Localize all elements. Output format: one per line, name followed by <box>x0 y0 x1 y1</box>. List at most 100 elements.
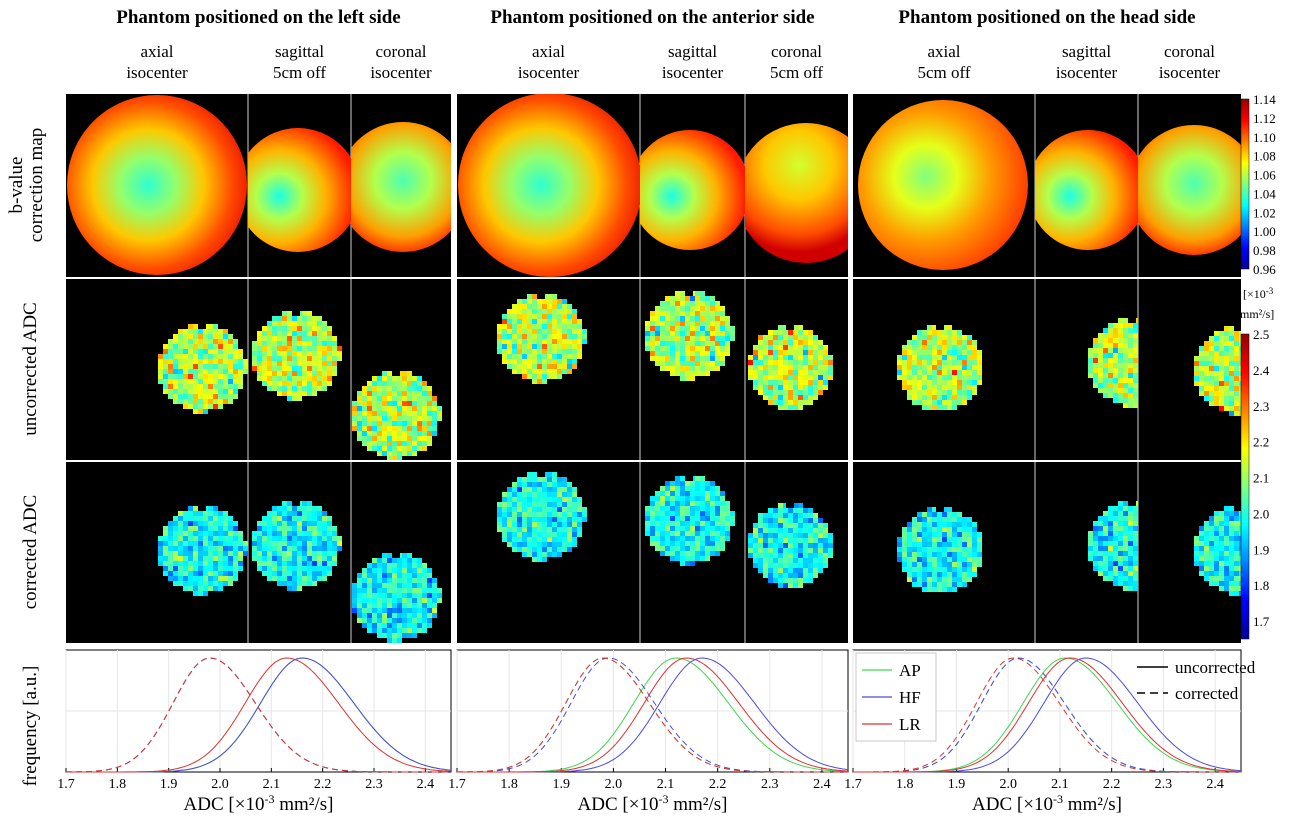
uncorrected-adc-map <box>1194 325 1241 416</box>
uncorrected-adc-map <box>897 324 982 410</box>
uncorrected-adc-map <box>252 310 342 401</box>
x-tick-label: 2.1 <box>1051 777 1069 792</box>
colorbar-tick-label: 0.96 <box>1253 262 1276 277</box>
colorbar-tick-label: 0.98 <box>1253 243 1276 258</box>
row-label-frequency: frequency [a.u.] <box>20 665 41 787</box>
view-plane-label: axial <box>140 42 174 61</box>
x-axis-label: ADC [×10-3 mm²/s] <box>578 792 728 815</box>
x-tick-label: 2.4 <box>1206 777 1224 792</box>
x-tick-label: 1.9 <box>948 777 966 792</box>
group-title-1: Phantom positioned on the left side <box>116 7 401 28</box>
view-plane-label: axial <box>531 42 566 61</box>
bvalue-correction-map <box>458 94 640 277</box>
legend: AP HF LR uncorrected corrected <box>855 652 1256 742</box>
view-position-label: isocenter <box>1055 63 1118 82</box>
colorbar-tick-label: 1.8 <box>1253 578 1269 593</box>
x-tick-label: 1.8 <box>109 777 127 792</box>
series-line-LR-uncorrected <box>457 657 849 773</box>
x-tick-label: 1.7 <box>844 777 862 792</box>
bvalue-correction-map <box>1035 130 1138 250</box>
x-tick-label: 2.3 <box>761 777 779 792</box>
colorbar-tick-label: 1.00 <box>1253 224 1276 239</box>
x-tick-label: 1.9 <box>160 777 178 792</box>
x-tick-label: 2.1 <box>657 777 675 792</box>
bvalue-correction-map <box>248 128 351 252</box>
series-line-LR-uncorrected <box>853 657 1242 773</box>
row-label-uncorrected: uncorrected ADC <box>20 302 41 436</box>
x-tick-label: 2.0 <box>999 777 1017 792</box>
x-tick-label: 1.7 <box>448 777 466 792</box>
x-tick-label: 2.1 <box>263 777 281 792</box>
x-tick-label: 2.2 <box>314 777 332 792</box>
corrected-adc-map <box>897 506 982 592</box>
uncorrected-adc-map <box>1088 317 1138 408</box>
view-plane-label: coronal <box>771 42 822 61</box>
uncorrected-adc-map <box>158 323 248 414</box>
corrected-adc-map <box>497 471 587 562</box>
colorbar-tick-label: 1.10 <box>1253 130 1276 145</box>
histogram-panel: 1.7 1.8 1.9 2.0 2.1 2.2 2.3 2.4 ADC [×10-3 mm²/s… <box>57 649 452 815</box>
bvalue-correction-map <box>1138 125 1241 255</box>
colorbar-tick-label: 2.0 <box>1253 506 1269 521</box>
x-tick-label: 2.3 <box>365 777 383 792</box>
bvalue-correction-map <box>351 122 451 252</box>
view-position-label: isocenter <box>517 63 580 82</box>
row-label-bvalue-2: correction map <box>26 127 47 243</box>
colorbar-tick-label: 2.1 <box>1253 471 1269 486</box>
uncorrected-adc-map <box>497 293 587 384</box>
colorbar-tick-label: 1.7 <box>1253 614 1270 629</box>
corrected-adc-map <box>1088 500 1138 591</box>
bvalue-correction-map <box>67 95 247 275</box>
colorbar-tick-label: 1.08 <box>1253 149 1276 164</box>
colorbar-unit-1: [×10-3 <box>1243 286 1274 301</box>
colorbar-tick-label: 1.12 <box>1253 111 1276 126</box>
bvalue-colorbar <box>1240 98 1250 270</box>
colorbar-tick-label: 1.02 <box>1253 205 1276 220</box>
colorbar-tick-label: 1.9 <box>1253 542 1269 557</box>
view-position-label: isocenter <box>1158 63 1221 82</box>
series-line-HF-corrected <box>853 657 1241 773</box>
series-line-LR-corrected <box>853 657 1241 773</box>
view-position-label: isocenter <box>126 63 188 82</box>
colorbar-tick-label: 1.14 <box>1253 92 1276 107</box>
x-tick-label: 2.4 <box>813 777 831 792</box>
view-position-label: isocenter <box>370 63 432 82</box>
view-plane-label: sagittal <box>1061 42 1112 61</box>
bvalue-correction-map <box>745 123 848 263</box>
view-plane-label: coronal <box>1164 42 1215 61</box>
group-title-3: Phantom positioned on the head side <box>898 7 1196 28</box>
x-tick-label: 2.4 <box>417 777 435 792</box>
view-position-label: 5cm off <box>272 63 327 82</box>
bvalue-correction-map <box>858 100 1028 270</box>
x-axis-label: ADC [×10-3 mm²/s] <box>184 792 334 815</box>
view-plane-label: sagittal <box>274 42 325 61</box>
view-position-label: isocenter <box>661 63 724 82</box>
view-plane-label: coronal <box>375 42 427 61</box>
view-position-label: 5cm off <box>769 63 824 82</box>
x-tick-label: 2.2 <box>709 777 727 792</box>
colorbar-tick-label: 2.3 <box>1253 399 1269 414</box>
uncorrected-adc-map <box>352 370 442 460</box>
corrected-adc-map <box>352 552 442 643</box>
adc-colorbar <box>1240 333 1250 640</box>
view-plane-label: sagittal <box>667 42 718 61</box>
corrected-adc-map <box>645 475 735 566</box>
uncorrected-adc-map <box>748 324 833 410</box>
x-tick-label: 2.2 <box>1103 777 1121 792</box>
uncorrected-adc-map <box>645 290 735 381</box>
colorbar-tick-label: 1.04 <box>1253 186 1276 201</box>
colorbar-tick-label: 2.2 <box>1253 435 1269 450</box>
colorbar-tick-label: 2.5 <box>1253 327 1269 342</box>
x-tick-label: 2.0 <box>211 777 229 792</box>
legend-label-uncorrected: uncorrected <box>1175 658 1256 677</box>
legend-label-HF: HF <box>899 688 921 707</box>
x-axis-label: ADC [×10-3 mm²/s] <box>972 792 1122 815</box>
histogram-panel: 1.7 1.8 1.9 2.0 2.1 2.2 2.3 2.4 ADC [×10-3 mm²/s… <box>448 649 849 815</box>
colorbar-unit-2: mm²/s] <box>1240 307 1274 321</box>
legend-label-AP: AP <box>899 661 921 680</box>
legend-label-corrected: corrected <box>1175 684 1239 703</box>
view-position-label: 5cm off <box>917 63 971 82</box>
legend-label-LR: LR <box>899 715 921 734</box>
view-plane-label: axial <box>927 42 961 61</box>
corrected-adc-map <box>748 502 833 588</box>
